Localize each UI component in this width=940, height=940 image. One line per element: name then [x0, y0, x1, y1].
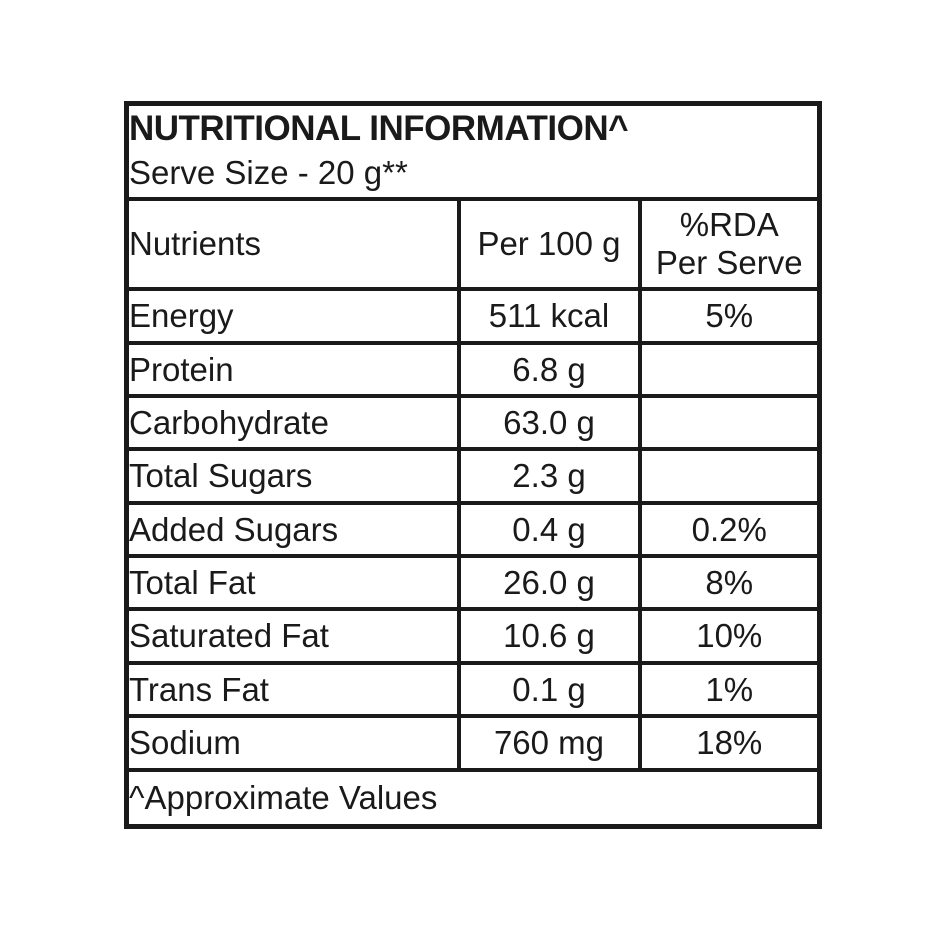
rda-per-serve-value-cell: 1%	[637, 660, 822, 719]
column-header-nutrients: Nutrients	[124, 196, 461, 292]
nutrient-name-cell: Total Fat	[124, 554, 461, 612]
per-100g-value-cell: 2.3 g	[456, 447, 642, 505]
table-row: Carbohydrate 63.0 g	[124, 393, 822, 452]
rda-per-serve-value-cell	[637, 447, 822, 505]
per-100g-value-cell: 63.0 g	[456, 393, 642, 452]
table-row: Total Fat 26.0 g 8%	[124, 554, 822, 612]
table-row: Total Sugars 2.3 g	[124, 447, 822, 505]
per-100g-value-cell: 760 mg	[456, 714, 642, 772]
nutrient-name-cell: Energy	[124, 287, 461, 345]
title-row: NUTRITIONAL INFORMATION^ Serve Size - 20…	[124, 101, 822, 201]
column-header-per-100g: Per 100 g	[456, 196, 642, 292]
nutrition-label: NUTRITIONAL INFORMATION^ Serve Size - 20…	[124, 101, 822, 829]
nutrient-name-cell: Added Sugars	[124, 500, 461, 559]
rda-per-serve-value-cell: 10%	[637, 607, 822, 665]
per-100g-value-cell: 0.1 g	[456, 660, 642, 719]
column-header-rda: %RDA Per Serve	[637, 196, 822, 292]
rda-per-serve-value-cell: 8%	[637, 554, 822, 612]
per-100g-value-cell: 6.8 g	[456, 340, 642, 399]
rda-per-serve-value-cell	[637, 393, 822, 452]
table-row: Protein 6.8 g	[124, 340, 822, 399]
table-row: Saturated Fat 10.6 g 10%	[124, 607, 822, 665]
nutrient-name-cell: Protein	[124, 340, 461, 399]
table-row: Sodium 760 mg 18%	[124, 714, 822, 772]
rda-per-serve-value-cell: 0.2%	[637, 500, 822, 559]
per-100g-value-cell: 0.4 g	[456, 500, 642, 559]
column-header-row: Nutrients Per 100 g %RDA Per Serve	[124, 196, 822, 292]
rda-header-line2: Per Serve	[655, 243, 803, 281]
per-100g-value-cell: 26.0 g	[456, 554, 642, 612]
table-row: Trans Fat 0.1 g 1%	[124, 660, 822, 719]
approximate-values-note: ^Approximate Values	[124, 767, 822, 829]
serve-size-text: Serve Size - 20 g**	[129, 154, 408, 192]
table-row: Added Sugars 0.4 g 0.2%	[124, 500, 822, 559]
nutrient-name-cell: Saturated Fat	[124, 607, 461, 665]
footer-row: ^Approximate Values	[124, 767, 822, 829]
nutrition-table: NUTRITIONAL INFORMATION^ Serve Size - 20…	[124, 101, 822, 829]
nutrient-name-cell: Total Sugars	[124, 447, 461, 505]
per-100g-value-cell: 511 kcal	[456, 287, 642, 345]
nutrient-name-cell: Trans Fat	[124, 660, 461, 719]
title-cell: NUTRITIONAL INFORMATION^ Serve Size - 20…	[124, 101, 822, 201]
nutrient-name-cell: Sodium	[124, 714, 461, 772]
nutrient-name-cell: Carbohydrate	[124, 393, 461, 452]
page-title: NUTRITIONAL INFORMATION^	[129, 109, 629, 149]
table-row: Energy 511 kcal 5%	[124, 287, 822, 345]
per-100g-value-cell: 10.6 g	[456, 607, 642, 665]
rda-per-serve-value-cell: 18%	[637, 714, 822, 772]
rda-per-serve-value-cell	[637, 340, 822, 399]
rda-header-line1: %RDA	[679, 205, 779, 243]
rda-per-serve-value-cell: 5%	[637, 287, 822, 345]
